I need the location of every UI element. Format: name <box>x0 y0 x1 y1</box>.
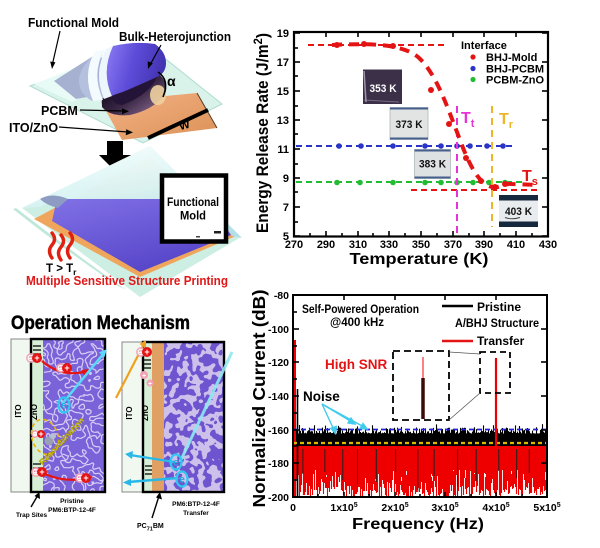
svg-text:-160: -160 <box>268 425 289 437</box>
svg-text:13: 13 <box>277 115 289 127</box>
svg-text:430: 430 <box>539 239 557 251</box>
svg-text:e: e <box>61 401 67 412</box>
svg-text:A/BHJ Structure: A/BHJ Structure <box>455 316 539 330</box>
svg-text:11: 11 <box>277 144 289 156</box>
svg-text:+: + <box>38 429 43 439</box>
svg-text:+: + <box>78 474 83 483</box>
svg-text:+: + <box>59 364 64 373</box>
svg-text:Self-Powered Operation: Self-Powered Operation <box>302 304 419 316</box>
svg-text:1x105: 1x105 <box>330 502 357 514</box>
svg-text:Functional: Functional <box>167 195 219 209</box>
svg-text:3x105: 3x105 <box>431 502 458 514</box>
svg-text:ITO: ITO <box>14 404 23 417</box>
svg-text:+: + <box>29 354 34 363</box>
svg-text:+: + <box>34 353 39 363</box>
svg-text:Mold: Mold <box>180 209 206 223</box>
svg-text:5: 5 <box>283 231 289 243</box>
svg-text:+: + <box>144 347 149 357</box>
svg-text:-180: -180 <box>268 458 289 470</box>
svg-text:w: w <box>176 116 191 134</box>
svg-text:BHJ-Mold: BHJ-Mold <box>486 52 537 64</box>
svg-text:0: 0 <box>290 502 296 514</box>
svg-text:PM6:BTP-12-4F: PM6:BTP-12-4F <box>48 507 96 514</box>
svg-text:350: 350 <box>412 239 430 251</box>
svg-text:-140: -140 <box>268 391 289 403</box>
svg-text:Bulk-Heterojunction: Bulk-Heterojunction <box>119 30 231 44</box>
svg-text:+: + <box>33 430 38 439</box>
svg-text:Pristine: Pristine <box>477 300 521 314</box>
svg-text:Normalized Current (dB): Normalized Current (dB) <box>249 290 269 508</box>
svg-text:+: + <box>39 467 44 477</box>
svg-text:Interface: Interface <box>461 40 507 52</box>
svg-text:Operation Mechanism: Operation Mechanism <box>11 313 190 334</box>
svg-text:Noise: Noise <box>303 389 340 404</box>
svg-text:383 K: 383 K <box>419 159 446 171</box>
svg-text:-120: -120 <box>268 357 289 369</box>
svg-text:353 K: 353 K <box>370 83 397 95</box>
svg-text:e: e <box>179 475 185 486</box>
svg-text:2x105: 2x105 <box>381 502 408 514</box>
svg-text:Temperature (K): Temperature (K) <box>350 251 489 268</box>
svg-text:15: 15 <box>277 86 289 98</box>
svg-text:+: + <box>142 373 146 380</box>
svg-text:-200: -200 <box>268 492 289 504</box>
svg-text:290: 290 <box>317 239 335 251</box>
svg-text:5x105: 5x105 <box>533 502 560 514</box>
svg-text:19: 19 <box>277 28 289 40</box>
svg-text:17: 17 <box>277 57 289 69</box>
svg-text:390: 390 <box>475 239 493 251</box>
svg-text:T > Tr: T > Tr <box>46 263 77 277</box>
svg-text:ITO: ITO <box>125 406 134 419</box>
svg-text:Pristine: Pristine <box>60 498 84 505</box>
svg-text:270: 270 <box>285 239 303 251</box>
svg-text:Trap Sites: Trap Sites <box>16 512 47 519</box>
svg-text:310: 310 <box>349 239 367 251</box>
svg-text:+: + <box>34 468 39 477</box>
svg-text:Multiple Sensitive Structure P: Multiple Sensitive Structure Printing <box>26 274 228 288</box>
svg-text:High SNR: High SNR <box>325 357 387 372</box>
svg-text:330: 330 <box>380 239 398 251</box>
svg-text:373 K: 373 K <box>396 119 423 131</box>
svg-text:-80: -80 <box>274 290 289 302</box>
svg-text:370: 370 <box>444 239 462 251</box>
svg-text:Energy Release Rate (J/m2): Energy Release Rate (J/m2) <box>251 33 272 233</box>
svg-text:403 K: 403 K <box>505 206 532 218</box>
svg-text:+: + <box>64 363 69 373</box>
svg-text:Frequency (Hz): Frequency (Hz) <box>352 516 484 533</box>
svg-text:+: + <box>83 473 88 483</box>
svg-text:e: e <box>173 458 179 469</box>
svg-text:PCBM-ZnO: PCBM-ZnO <box>486 75 544 87</box>
svg-text:PCBM: PCBM <box>41 104 78 118</box>
svg-text:@400 kHz: @400 kHz <box>330 317 384 329</box>
svg-text:ITO/ZnO: ITO/ZnO <box>9 121 58 135</box>
svg-text:9: 9 <box>283 173 289 185</box>
svg-text:+: + <box>148 381 152 388</box>
svg-text:ZnO: ZnO <box>30 404 39 420</box>
svg-text:7: 7 <box>283 202 289 214</box>
svg-text:Transfer: Transfer <box>183 510 209 517</box>
svg-text:PC71BM: PC71BM <box>137 523 164 533</box>
svg-text:+: + <box>139 348 144 357</box>
svg-text:ZnO: ZnO <box>141 405 150 421</box>
svg-text:PM6:BTP-12-4F: PM6:BTP-12-4F <box>172 501 220 508</box>
svg-text:410: 410 <box>507 239 525 251</box>
svg-text:α: α <box>167 73 176 89</box>
svg-text:-100: -100 <box>268 324 289 336</box>
svg-text:4x105: 4x105 <box>482 502 509 514</box>
svg-text:Functional Mold: Functional Mold <box>28 16 119 30</box>
svg-text:Transfer: Transfer <box>477 334 525 348</box>
svg-text:BHJ-PCBM: BHJ-PCBM <box>486 64 544 76</box>
